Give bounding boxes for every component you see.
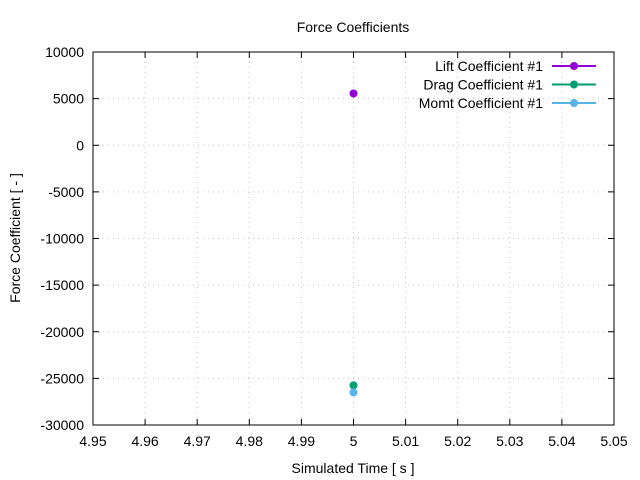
- x-axis-label: Simulated Time [ s ]: [292, 460, 415, 476]
- x-tick-label: 5.04: [548, 433, 575, 449]
- y-tick-label: -25000: [40, 370, 84, 386]
- y-tick-label: -5000: [48, 184, 84, 200]
- x-tick-label: 5.05: [600, 433, 627, 449]
- data-point: [349, 89, 358, 98]
- data-points: [349, 89, 358, 397]
- y-tick-label: 10000: [45, 44, 84, 60]
- x-tick-label: 4.95: [79, 433, 106, 449]
- legend-marker: [570, 80, 578, 89]
- legend-marker: [570, 99, 578, 107]
- data-point: [349, 388, 358, 397]
- x-tick-label: 4.99: [288, 433, 315, 449]
- y-tick-label: -20000: [40, 324, 84, 340]
- y-axis-label: Force Coefficient [ - ]: [7, 173, 23, 303]
- legend-label: Lift Coefficient #1: [435, 58, 543, 74]
- plot-border: [92, 51, 615, 426]
- y-tick-label: 5000: [53, 91, 84, 107]
- legend: Lift Coefficient #1 Drag Coefficient #1 Mo…: [419, 58, 596, 111]
- x-tick-label: 4.96: [131, 433, 158, 449]
- data-point: [349, 381, 358, 390]
- legend-label: Momt Coefficient #1: [419, 95, 543, 111]
- ticks: 4.95 4.96 4.97 4.98 4.99 5 5.01 5.02 5.03 5.04 5.0…: [40, 44, 627, 449]
- x-tick-label: 5.03: [496, 433, 523, 449]
- x-tick-label: 4.97: [184, 433, 211, 449]
- chart-title: Force Coefficients: [297, 19, 410, 35]
- legend-marker: [570, 62, 578, 70]
- legend-label: Drag Coefficient #1: [423, 77, 543, 93]
- x-tick-label: 5: [350, 433, 358, 449]
- x-tick-label: 4.98: [236, 433, 263, 449]
- y-tick-label: -30000: [40, 417, 84, 433]
- y-tick-label: -15000: [40, 277, 84, 293]
- x-tick-label: 5.01: [392, 433, 419, 449]
- y-tick-label: 0: [76, 137, 84, 153]
- x-tick-label: 5.02: [444, 433, 471, 449]
- y-tick-label: -10000: [40, 231, 84, 247]
